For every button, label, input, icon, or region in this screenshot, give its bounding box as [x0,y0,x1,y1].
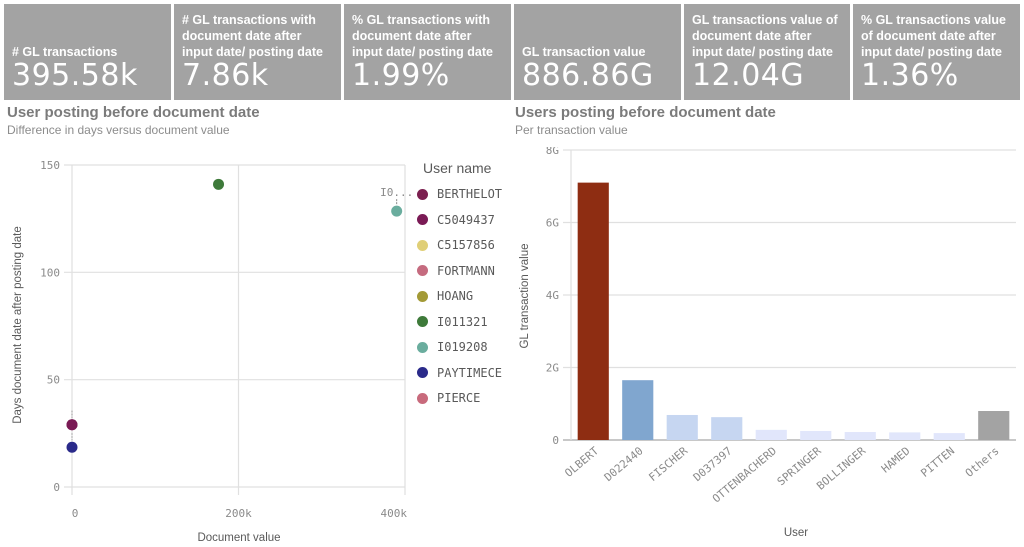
kpi-gl-value-after-date[interactable]: GL transactions value of document date a… [684,4,850,100]
kpi-pct-gl-transactions-after-date[interactable]: % GL transactions with document date aft… [344,4,511,100]
scatter-y-tick: 50 [47,374,60,387]
legend-item-paytimece[interactable]: PAYTIMECE [417,363,502,383]
bar-category-label: BOLLINGER [814,444,868,493]
bar-others[interactable] [978,411,1010,440]
kpi-value: 1.36% [861,58,959,93]
kpi-label: GL transactions value of document date a… [692,13,838,59]
legend-dot-icon [417,341,428,353]
scatter-x-axis-title: Document value [197,532,280,544]
bar-category-label: PITTEN [918,444,957,480]
legend-label: PIERCE [437,391,481,405]
legend-item-berthelot[interactable]: BERTHELOT [417,184,502,204]
legend-item-c5049437[interactable]: C5049437 [417,210,495,230]
bar-category-label: OLBERT [562,444,601,480]
legend-dot-icon [417,214,428,225]
scatter-y-tick: 0 [53,481,60,494]
legend-label: BERTHELOT [437,187,503,201]
bar-y-tick: 8G [546,147,559,157]
kpi-label: # GL transactions with document date aft… [182,13,323,59]
bar-pitten[interactable] [933,433,965,440]
bar-y-tick: 0 [552,434,559,447]
legend-label: C5049437 [437,212,495,227]
legend-label: PAYTIMECE [437,365,503,380]
scatter-point-c5049437[interactable] [66,419,78,431]
scatter-subtitle: Difference in days versus document value [7,123,230,137]
bar-title: Users posting before document date [515,104,776,121]
bar-springer[interactable] [800,430,832,440]
legend-label: I019208 [437,340,488,354]
kpi-value: 395.58k [12,58,138,93]
legend-item-i019208[interactable]: I019208 [417,337,488,357]
bar-d022440[interactable] [622,380,654,440]
kpi-value: 1.99% [352,58,450,93]
legend-item-i011321[interactable]: I011321 [417,312,488,332]
scatter-y-tick: 150 [40,159,60,172]
bar-category-label: D037397 [691,444,735,484]
kpi-label: % GL transactions value of document date… [861,13,1006,59]
bar-bollinger[interactable] [844,432,876,440]
bar-category-label: FISCHER [646,444,690,484]
bar-category-label: HAMED [879,444,913,475]
kpi-gl-transactions-after-date[interactable]: # GL transactions with document date aft… [174,4,341,100]
legend-dot-icon [417,188,428,200]
kpi-value: 886.86G [522,58,654,93]
scatter-y-axis-title: Days document date after posting date [12,226,24,424]
bar-ottenbacherd[interactable] [755,429,787,440]
legend-dot-icon [417,265,428,276]
bar-fischer[interactable] [666,414,698,440]
legend-dot-icon [417,239,428,251]
kpi-value: 12.04G [692,58,805,93]
legend-item-hoang[interactable]: HOANG [417,286,473,306]
bar-y-tick: 4G [546,289,559,302]
scatter-point-label: I0... [380,186,413,199]
kpi-gl-transaction-value[interactable]: GL transaction value 886.86G [514,4,681,100]
bar-subtitle: Per transaction value [515,123,628,137]
legend-label: HOANG [437,289,474,303]
kpi-label: % GL transactions with document date aft… [352,13,493,59]
scatter-y-tick: 100 [40,266,60,279]
bar-y-axis-title: GL transaction value [519,243,531,348]
scatter-title: User posting before document date [7,104,260,121]
kpi-pct-gl-value-after-date[interactable]: % GL transactions value of document date… [853,4,1020,100]
bar-olbert[interactable] [577,182,609,440]
bar-y-tick: 2G [546,362,559,375]
bar-y-tick: 6G [546,217,559,230]
kpi-gl-transactions[interactable]: # GL transactions 395.58k [4,4,171,100]
bar-hamed[interactable] [889,432,921,440]
legend-item-c5157856[interactable]: C5157856 [417,235,495,255]
scatter-x-tick: 200k [225,507,252,520]
scatter-x-tick: 0 [72,507,79,520]
legend-dot-icon [417,316,428,327]
legend-label: C5157856 [437,238,495,252]
legend-dot-icon [417,367,428,378]
scatter-point-i019208[interactable] [391,205,403,217]
legend-label: I011321 [437,314,488,329]
bar-x-axis-title: User [784,527,808,539]
scatter-legend: User name BERTHELOT C5049437 C5157856 FORTM… [417,158,517,418]
kpi-label: # GL transactions [12,45,118,59]
bar-d037397[interactable] [711,417,743,440]
bar-category-label: D022440 [602,444,646,484]
legend-item-fortmann[interactable]: FORTMANN [417,261,495,281]
bar-category-label: Others [963,444,1002,480]
scatter-point-i011321[interactable] [213,178,225,190]
kpi-value: 7.86k [182,58,269,93]
legend-label: FORTMANN [437,263,495,278]
legend-item-pierce[interactable]: PIERCE [417,388,480,408]
scatter-x-tick: 400k [381,507,408,520]
legend-dot-icon [417,392,428,404]
scatter-point-paytimece[interactable] [66,441,78,453]
kpi-label: GL transaction value [522,45,646,59]
legend-title: User name [423,160,492,176]
legend-dot-icon [417,290,428,302]
